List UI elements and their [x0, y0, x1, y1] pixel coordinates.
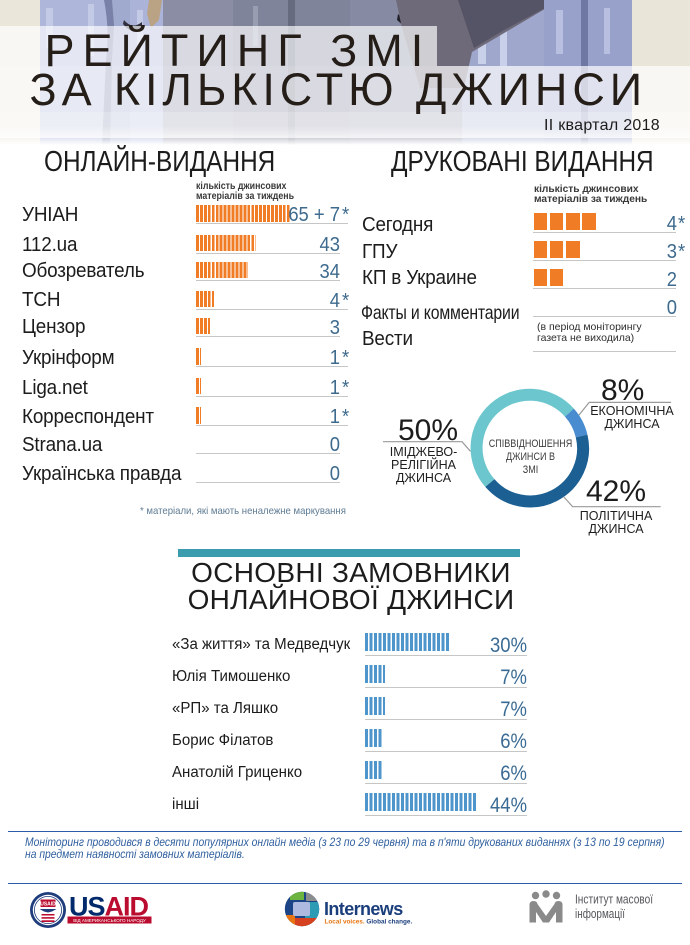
svg-text:інформації: інформації	[575, 907, 625, 921]
svg-text:ВІД АМЕРИКАНСЬКОГО НАРОДУ: ВІД АМЕРИКАНСЬКОГО НАРОДУ	[73, 918, 146, 923]
svg-text:USAID: USAID	[40, 902, 56, 908]
svg-text:Local voices. Global change.: Local voices. Global change.	[325, 919, 413, 926]
svg-text:Інститут масової: Інститут масової	[575, 893, 653, 907]
svg-text:Internews: Internews	[324, 899, 403, 919]
